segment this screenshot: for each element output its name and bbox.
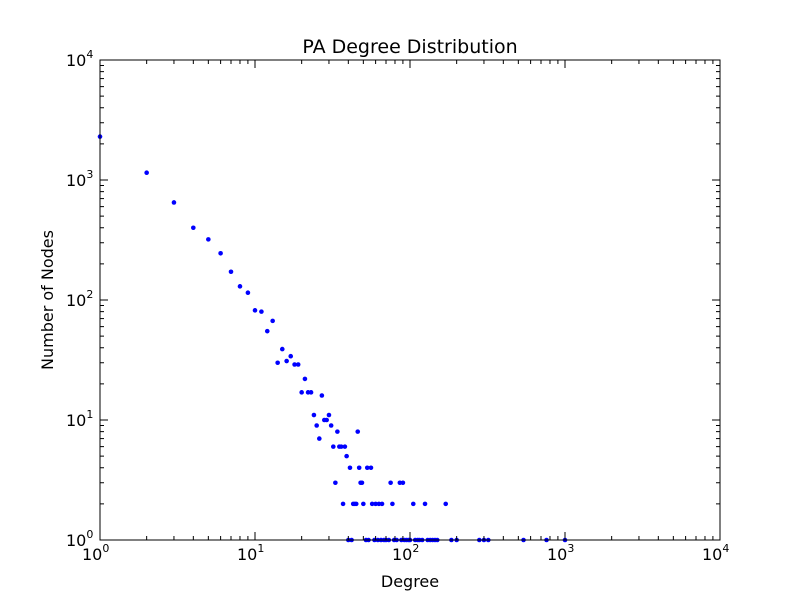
data-point [333,480,338,486]
y-tick-label-1: 101 [66,408,93,430]
data-point [340,501,346,507]
data-point [308,390,314,395]
data-point [237,284,243,289]
data-point [259,309,264,314]
data-point [299,390,304,395]
data-point [347,465,353,471]
data-point [369,501,375,507]
data-point [361,501,366,507]
data-point [245,290,251,296]
data-point [422,501,428,507]
data-point [279,346,285,352]
data-point [319,393,325,398]
data-point [342,444,348,449]
y-axis-label: Number of Nodes [38,230,57,370]
data-point [191,225,196,231]
data-point [373,501,378,507]
data-point [331,444,336,449]
x-tick-label-3: 103 [547,542,574,564]
data-point [443,501,449,507]
data-point [144,170,149,176]
data-point [390,501,395,507]
x-tick-labels: 100 101 102 103 104 [82,542,729,564]
data-point [270,318,275,324]
data-point [388,480,393,486]
data-point [314,423,319,428]
data-point [338,444,344,449]
y-tick-label-2: 102 [66,288,93,310]
data-point [353,501,359,507]
data-point [288,353,294,359]
x-tick-label-0: 100 [82,542,109,564]
data-point [252,308,258,313]
data-point [295,362,301,367]
data-point [317,436,322,441]
data-point [284,358,289,364]
chart-title: PA Degree Distribution [302,36,517,58]
data-point [379,501,385,507]
data-point [328,423,334,428]
data-point [228,269,234,275]
data-point [311,412,317,418]
data-point [302,376,308,382]
data-point [171,200,177,205]
data-point [324,417,329,423]
data-point [292,362,297,367]
data-point [326,412,332,418]
data-point [368,465,374,471]
y-tick-label-0: 100 [66,528,93,550]
axis-ticks [99,59,721,541]
data-point [356,465,362,471]
x-tick-label-2: 102 [392,542,419,564]
data-point [335,429,340,434]
data-point [275,360,280,366]
x-tick-label-4: 104 [702,542,729,564]
data-point [264,328,270,334]
data-point [218,251,223,256]
x-tick-label-1: 101 [237,542,264,564]
data-point [206,237,211,242]
x-axis-label: Degree [381,572,439,591]
data-point [410,501,416,507]
data-point [400,480,406,486]
data-point [364,465,370,471]
y-tick-label-3: 103 [66,168,93,190]
data-point [355,429,361,434]
y-tick-labels: 100 101 102 103 104 [66,48,93,550]
data-point [344,453,349,459]
y-tick-label-4: 104 [66,48,93,70]
data-point [359,480,365,486]
